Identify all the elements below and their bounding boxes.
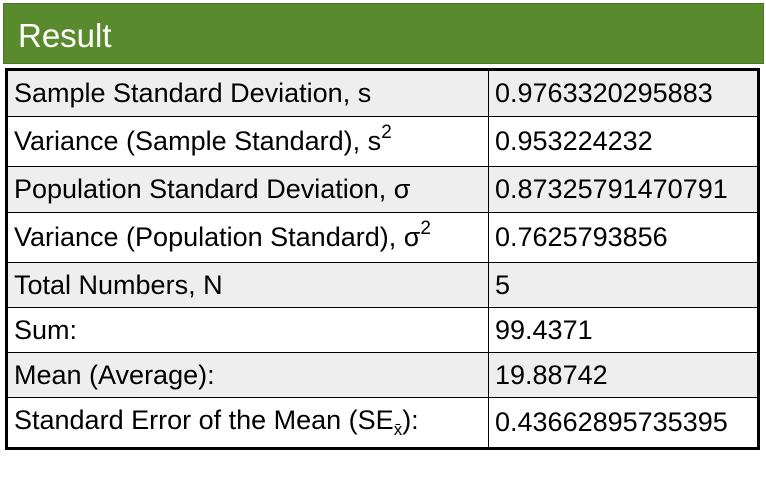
row-label: Total Numbers, N [6, 262, 489, 308]
table-row-population-variance: Variance (Population Standard), σ2 0.762… [6, 212, 759, 263]
row-value: 5 [488, 262, 759, 308]
table-row-total-numbers: Total Numbers, N 5 [6, 262, 759, 308]
row-value: 0.9763320295883 [488, 69, 759, 117]
table-row-population-std-dev: Population Standard Deviation, σ 0.87325… [6, 166, 759, 213]
row-label: Standard Error of the Mean (SEx̄): [6, 397, 489, 449]
row-value: 19.88742 [488, 352, 759, 398]
row-label: Sample Standard Deviation, s [6, 69, 489, 117]
row-value: 0.7625793856 [488, 212, 759, 263]
row-label: Population Standard Deviation, σ [6, 166, 489, 213]
table-row-mean: Mean (Average): 19.88742 [6, 352, 759, 398]
result-header: Result [3, 3, 764, 64]
row-value: 99.4371 [488, 307, 759, 353]
row-value: 0.43662895735395 [488, 397, 759, 449]
results-table: Sample Standard Deviation, s 0.976332029… [5, 68, 760, 450]
table-row-sample-std-dev: Sample Standard Deviation, s 0.976332029… [6, 69, 759, 117]
row-value: 0.953224232 [488, 116, 759, 167]
row-label: Mean (Average): [6, 352, 489, 398]
result-title: Result [18, 17, 112, 54]
table-row-sample-variance: Variance (Sample Standard), s2 0.9532242… [6, 116, 759, 167]
row-label: Variance (Sample Standard), s2 [6, 116, 489, 167]
row-value: 0.87325791470791 [488, 166, 759, 213]
row-label: Sum: [6, 307, 489, 353]
row-label: Variance (Population Standard), σ2 [6, 212, 489, 263]
table-row-standard-error: Standard Error of the Mean (SEx̄): 0.436… [6, 397, 759, 449]
table-row-sum: Sum: 99.4371 [6, 307, 759, 353]
